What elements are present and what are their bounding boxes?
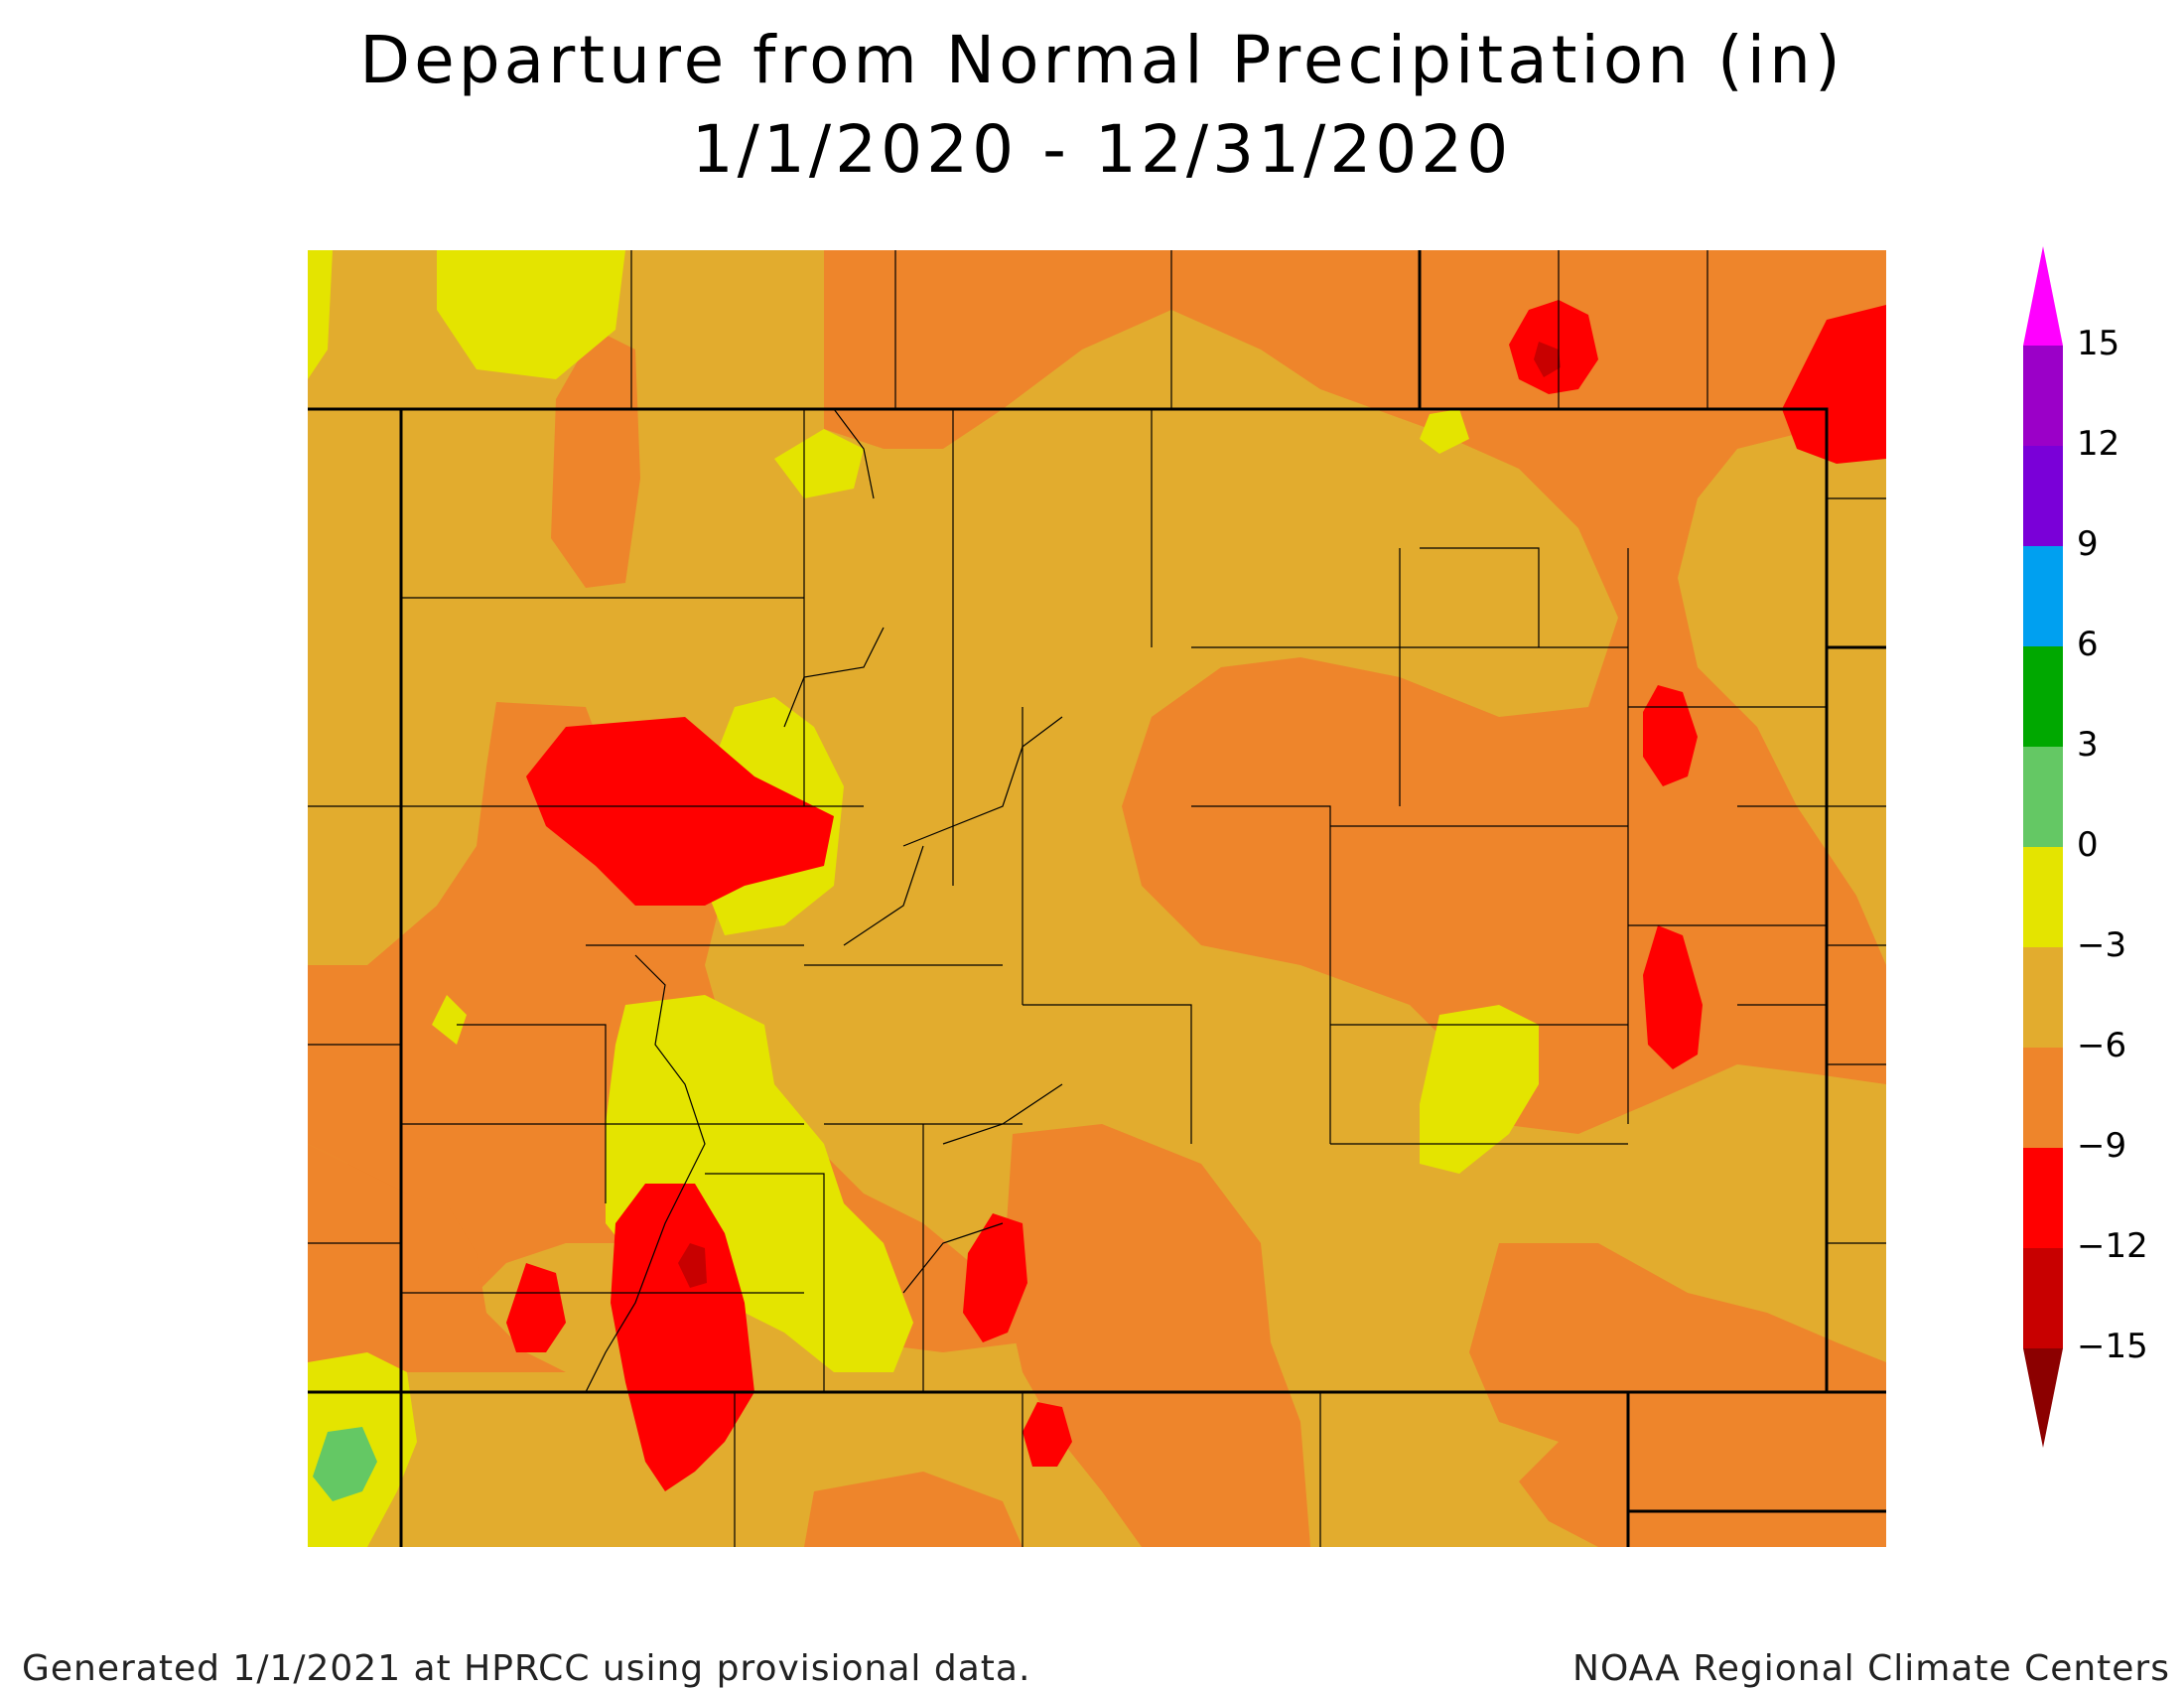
legend-swatch-below-minus-15 bbox=[2023, 1348, 2063, 1448]
contour-dry-12-15 bbox=[678, 342, 1561, 1288]
legend-tick-label: 9 bbox=[2077, 524, 2099, 564]
map-date-range: 1/1/2020 - 12/31/2020 bbox=[691, 111, 1513, 188]
color-scale-legend bbox=[2015, 246, 2184, 1460]
map-title: Departure from Normal Precipitation (in) bbox=[359, 22, 1844, 98]
footer-generated-note: Generated 1/1/2021 at HPRCC using provis… bbox=[22, 1648, 1031, 1689]
legend-tick-label: 3 bbox=[2077, 725, 2099, 765]
legend-tick-label: −3 bbox=[2077, 925, 2127, 965]
legend-tick-label: −15 bbox=[2077, 1327, 2148, 1366]
legend-swatch bbox=[2023, 947, 2063, 1048]
legend-swatch-above-15 bbox=[2023, 246, 2063, 346]
legend-swatch bbox=[2023, 646, 2063, 747]
legend-colorbar bbox=[2023, 246, 2063, 1448]
state-boundaries bbox=[308, 250, 1886, 1547]
legend-swatch bbox=[2023, 1148, 2063, 1248]
contour-dry-9-12 bbox=[506, 300, 1886, 1491]
legend-swatch bbox=[2023, 747, 2063, 847]
legend-swatch bbox=[2023, 346, 2063, 446]
legend-tick-label: 12 bbox=[2077, 424, 2120, 464]
legend-tick-label: −12 bbox=[2077, 1226, 2148, 1266]
contour-dry-6-9 bbox=[308, 250, 1886, 1547]
footer-source: NOAA Regional Climate Centers bbox=[1572, 1648, 2170, 1689]
legend-tick-label: −6 bbox=[2077, 1026, 2127, 1065]
legend-tick-label: −9 bbox=[2077, 1126, 2127, 1166]
legend-tick-label: 15 bbox=[2077, 324, 2120, 363]
legend-swatch bbox=[2023, 546, 2063, 646]
precipitation-departure-map bbox=[308, 250, 1886, 1547]
legend-swatch bbox=[2023, 847, 2063, 947]
legend-tick-label: 6 bbox=[2077, 625, 2099, 664]
county-lines bbox=[308, 250, 1886, 1547]
legend-swatch bbox=[2023, 1248, 2063, 1348]
legend-swatch bbox=[2023, 446, 2063, 546]
legend-tick-label: 0 bbox=[2077, 825, 2099, 865]
map-canvas bbox=[308, 250, 1886, 1547]
legend-swatch bbox=[2023, 1048, 2063, 1148]
